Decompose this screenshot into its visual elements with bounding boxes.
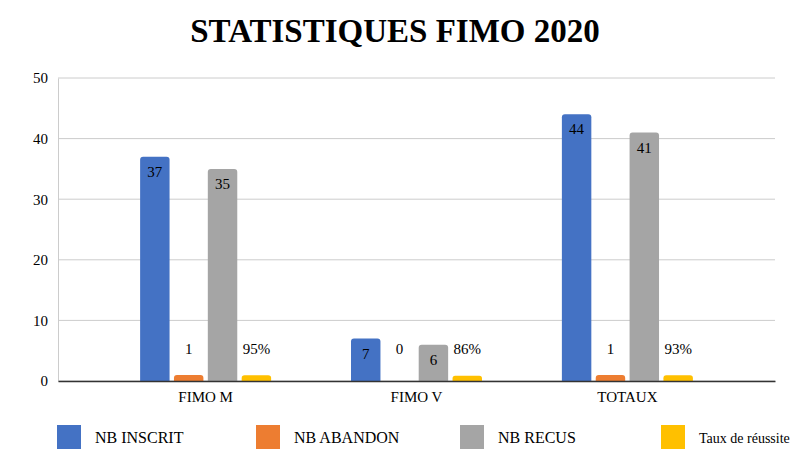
data-label: 1 — [607, 341, 615, 357]
x-tick: FIMO M — [178, 381, 233, 405]
bar — [419, 345, 448, 381]
y-tick-label: 40 — [33, 131, 48, 147]
y-tick-label: 50 — [33, 70, 48, 86]
bars — [140, 114, 693, 381]
data-label: 7 — [362, 346, 370, 362]
chart: STATISTIQUES FIMO 2020010203040503774410… — [0, 0, 790, 470]
data-labels: 37 7 44 1 0 1 35 6 41 95% 86% 93% — [147, 121, 692, 367]
y-tick-label: 0 — [41, 373, 49, 389]
data-label: 35 — [215, 176, 230, 192]
data-label: 86% — [454, 341, 482, 357]
grid-line — [58, 78, 775, 79]
bar — [562, 114, 591, 381]
data-label: 41 — [637, 140, 652, 156]
x-tick-label: FIMO M — [178, 389, 233, 405]
legend-swatch — [57, 425, 81, 449]
bar — [351, 339, 380, 381]
y-tick: 0 — [41, 373, 59, 389]
x-tick-label: FIMO V — [391, 389, 443, 405]
bar — [596, 375, 625, 381]
grid-line — [58, 138, 775, 139]
bar — [453, 376, 482, 381]
x-tick: TOTAUX — [597, 381, 657, 405]
y-tick-label: 10 — [33, 313, 48, 329]
y-tick-label: 30 — [33, 192, 48, 208]
bar — [208, 169, 237, 381]
y-tick: 20 — [33, 252, 58, 268]
data-label: 0 — [396, 341, 404, 357]
data-label: 6 — [430, 352, 438, 368]
bar — [140, 157, 169, 381]
title: STATISTIQUES FIMO 2020 — [190, 13, 600, 49]
data-label: 1 — [185, 341, 193, 357]
grid — [58, 78, 775, 381]
y-axis-line — [58, 79, 59, 382]
data-label: 44 — [569, 121, 585, 137]
y-tick: 30 — [33, 192, 58, 208]
x-tick-label: TOTAUX — [597, 389, 657, 405]
y-tick: 50 — [33, 70, 58, 86]
y-tick-label: 20 — [33, 252, 48, 268]
x-axis-line — [59, 381, 776, 383]
y-axis: 0 10 20 30 40 50 — [33, 70, 59, 389]
legend-label: NB RECUS — [498, 429, 576, 446]
legend-swatch — [460, 425, 484, 449]
data-label: 95% — [243, 341, 271, 357]
legend-swatch — [256, 425, 280, 449]
x-axis: FIMO M FIMO V TOTAUX — [59, 381, 776, 405]
x-tick: FIMO V — [391, 381, 443, 405]
data-label: 37 — [147, 164, 163, 180]
bar — [630, 133, 659, 381]
legend-label: NB INSCRIT — [95, 429, 184, 446]
y-tick: 10 — [33, 313, 58, 329]
legend-swatch — [661, 425, 685, 449]
bar — [663, 375, 692, 381]
legend: NB INSCRIT NB ABANDON NB RECUS Taux de réus… — [57, 425, 790, 449]
bar — [174, 375, 203, 381]
y-tick: 40 — [33, 131, 58, 147]
data-label: 93% — [664, 341, 692, 357]
legend-label: Taux de réussite — [699, 431, 790, 446]
legend-label: NB ABANDON — [294, 429, 400, 446]
bar — [242, 375, 271, 381]
